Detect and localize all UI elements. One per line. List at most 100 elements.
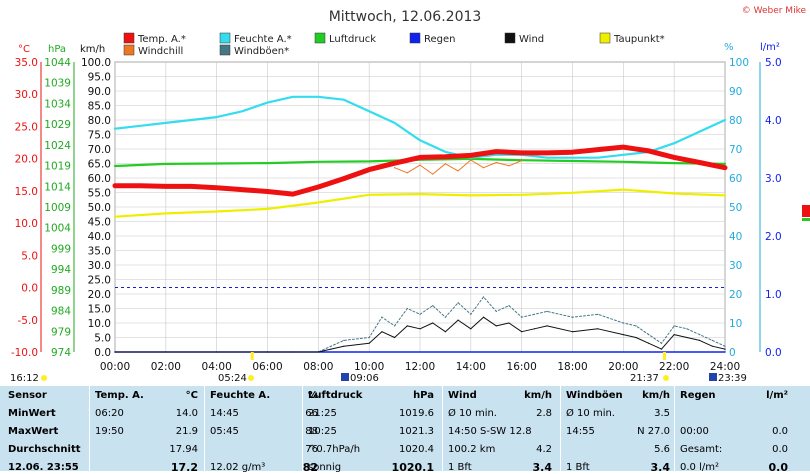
series-point <box>317 161 319 163</box>
series-point <box>482 296 485 298</box>
time-tick-label: 10:00 <box>354 361 384 373</box>
series-point <box>546 157 548 159</box>
sunrise-time: 05:24 <box>218 373 247 384</box>
wind-tick-label: 95.0 <box>88 72 111 84</box>
series-point <box>495 154 497 156</box>
series-point <box>432 322 434 324</box>
series-point <box>114 351 116 353</box>
series-point <box>114 185 116 187</box>
time-tick-label: 20:00 <box>608 361 638 373</box>
series-point <box>114 128 116 130</box>
table-header-unit: l/m² <box>766 390 788 401</box>
series-point <box>495 310 497 312</box>
table-cell-value: 3.5 <box>654 408 670 419</box>
series-point <box>317 186 319 188</box>
table-column-divider <box>204 386 205 471</box>
series-point <box>266 162 269 164</box>
series-point <box>622 322 624 324</box>
wind-tick-label: 15.0 <box>88 304 111 316</box>
legend-label: Regen <box>424 34 456 45</box>
rain-tick-label: 5.0 <box>765 57 782 69</box>
table-header-title: Regen <box>680 390 716 401</box>
series-point <box>368 160 370 162</box>
table-cell-note: 21:25 <box>308 408 337 419</box>
time-tick-label: 14:00 <box>456 361 486 373</box>
temp-tick-label: 0.0 <box>21 283 38 295</box>
series-point <box>381 316 383 318</box>
series-point <box>457 302 459 304</box>
rain-tick-label: 2.0 <box>765 231 782 243</box>
table-cell-value: N 27.0 <box>637 426 670 437</box>
legend-label: Windchill <box>138 46 183 57</box>
chart-series <box>112 95 728 353</box>
table-header-title: Wind <box>448 390 477 401</box>
temp-tick-label: 30.0 <box>15 89 38 101</box>
series-point <box>444 163 446 165</box>
time-tick-label: 22:00 <box>659 361 689 373</box>
table-cell-note: 19:50 <box>95 426 124 437</box>
table-header-title: Sensor <box>8 390 47 401</box>
time-tick-label: 24:00 <box>710 361 740 373</box>
chart-axes: 35.0 30.0 25.0 20.0 15.0 10.0 5.0 0.0 -5.0 -10.0 1… <box>11 57 782 373</box>
wind-tick-label: 75.0 <box>88 130 111 142</box>
table-cell-note: sonnig <box>308 462 342 473</box>
table-cell-value: 88 <box>305 426 318 437</box>
series-point <box>419 328 421 330</box>
series-point <box>597 149 599 151</box>
table-cell-note: ^0.7hPa/h <box>308 444 361 455</box>
wind-tick-label: 100.0 <box>81 57 111 69</box>
weather-chart: Mittwoch, 12.06.2013 © Weber Mike Temp. … <box>10 6 810 384</box>
series-point <box>673 325 675 327</box>
table-header-title: Temp. A. <box>95 390 144 401</box>
temp-tick-label: -10.0 <box>11 347 38 359</box>
temp-tick-label: 20.0 <box>15 154 38 166</box>
series-point <box>470 159 472 161</box>
table-column-divider <box>89 386 90 471</box>
series-point <box>139 125 141 127</box>
series-point <box>216 162 218 165</box>
series-point <box>660 348 663 350</box>
pressure-tick-label: 1019 <box>44 161 71 173</box>
series-point <box>241 110 243 112</box>
series-point <box>508 165 510 167</box>
time-tick-label: 08:00 <box>303 361 333 373</box>
series-point <box>546 310 548 312</box>
humidity-unit-label: % <box>724 42 734 53</box>
time-tick-label: 06:00 <box>252 361 282 373</box>
legend-swatch <box>314 32 326 44</box>
table-row-label: MaxWert <box>8 426 59 437</box>
series-point <box>571 331 574 333</box>
pressure-tick-label: 1024 <box>44 140 71 152</box>
series-point <box>216 116 218 118</box>
series-point <box>114 165 116 167</box>
series-point <box>343 345 345 347</box>
series-point <box>419 193 421 195</box>
legend-swatch <box>599 32 611 44</box>
temp-tick-label: 15.0 <box>15 186 38 198</box>
series-point <box>673 156 675 158</box>
series-point <box>330 345 332 347</box>
table-column-divider <box>302 386 303 471</box>
series-point <box>571 192 574 194</box>
legend-label: Windböen* <box>234 46 289 57</box>
series-point <box>317 201 319 204</box>
series-point <box>406 172 408 174</box>
series-point <box>216 187 218 189</box>
series-point <box>648 334 650 336</box>
pressure-tick-label: 1034 <box>44 98 71 110</box>
time-tick-label: 12:00 <box>405 361 435 373</box>
series-point <box>673 334 675 336</box>
wind-tick-label: 40.0 <box>88 231 111 243</box>
series-point <box>368 194 370 196</box>
next-chart-fragment <box>802 205 810 217</box>
time-tick-label: 04:00 <box>202 361 232 373</box>
series-point <box>724 351 726 353</box>
axis-unit-headers: °C hPa km/h % l/m² <box>18 42 780 55</box>
table-header-unit: km/h <box>642 390 670 401</box>
table-cell-value: 1020.1 <box>391 461 434 474</box>
table-cell-value: 0.0 <box>772 426 788 437</box>
table-cell-note: Ø 10 min. <box>566 408 615 419</box>
series-point <box>546 152 548 154</box>
wind-unit-label: km/h <box>80 44 105 55</box>
sunrise-icon <box>248 375 254 381</box>
